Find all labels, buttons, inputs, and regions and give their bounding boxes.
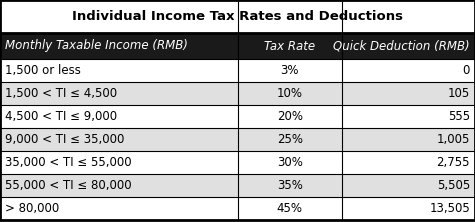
Bar <box>238 151 342 174</box>
Text: 4,500 < TI ≤ 9,000: 4,500 < TI ≤ 9,000 <box>5 110 117 123</box>
Text: 105: 105 <box>448 87 470 100</box>
Text: 13,505: 13,505 <box>429 202 470 215</box>
Bar <box>342 174 475 197</box>
Text: Individual Income Tax Rates and Deductions: Individual Income Tax Rates and Deductio… <box>72 10 403 23</box>
Text: 35%: 35% <box>277 179 303 192</box>
Bar <box>0 82 238 105</box>
Text: 1,005: 1,005 <box>437 133 470 146</box>
Bar <box>238 105 342 128</box>
Bar <box>0 105 238 128</box>
Bar <box>0 151 238 174</box>
Text: 55,000 < TI ≤ 80,000: 55,000 < TI ≤ 80,000 <box>5 179 132 192</box>
Text: 555: 555 <box>448 110 470 123</box>
Text: > 80,000: > 80,000 <box>5 202 59 215</box>
Text: 0: 0 <box>463 64 470 77</box>
Text: Monthly Taxable Income (RMB): Monthly Taxable Income (RMB) <box>5 40 188 52</box>
Bar <box>0 59 238 82</box>
Bar <box>0 33 238 59</box>
Bar <box>0 197 238 220</box>
Bar <box>238 197 342 220</box>
Text: 20%: 20% <box>277 110 303 123</box>
Bar <box>238 128 342 151</box>
Bar <box>238 174 342 197</box>
Bar <box>342 33 475 59</box>
Bar <box>342 105 475 128</box>
Text: Quick Deduction (RMB): Quick Deduction (RMB) <box>333 40 470 52</box>
Bar <box>342 151 475 174</box>
Bar <box>238 82 342 105</box>
Bar <box>238 59 342 82</box>
Text: 5,505: 5,505 <box>437 179 470 192</box>
Bar <box>342 128 475 151</box>
Bar <box>0 174 238 197</box>
Text: 10%: 10% <box>277 87 303 100</box>
Bar <box>342 197 475 220</box>
Bar <box>238 33 342 59</box>
Text: 35,000 < TI ≤ 55,000: 35,000 < TI ≤ 55,000 <box>5 156 132 169</box>
Bar <box>0 128 238 151</box>
Bar <box>342 59 475 82</box>
Text: 1,500 < TI ≤ 4,500: 1,500 < TI ≤ 4,500 <box>5 87 117 100</box>
Text: 30%: 30% <box>277 156 303 169</box>
Text: 45%: 45% <box>277 202 303 215</box>
Text: Tax Rate: Tax Rate <box>264 40 315 52</box>
Bar <box>342 82 475 105</box>
Text: 2,755: 2,755 <box>437 156 470 169</box>
Text: 25%: 25% <box>277 133 303 146</box>
Text: 3%: 3% <box>281 64 299 77</box>
Bar <box>0 0 475 33</box>
Text: 9,000 < TI ≤ 35,000: 9,000 < TI ≤ 35,000 <box>5 133 124 146</box>
Text: 1,500 or less: 1,500 or less <box>5 64 81 77</box>
